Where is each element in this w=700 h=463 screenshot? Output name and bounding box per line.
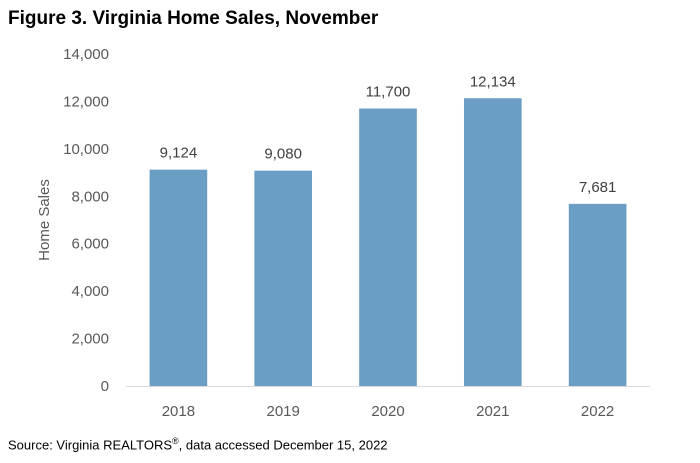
x-tick-label: 2021 bbox=[476, 403, 509, 420]
y-tick-labels: 0 2,000 4,000 6,000 8,000 10,000 12,000 14,000 bbox=[63, 46, 109, 395]
x-tick-label: 2022 bbox=[581, 403, 614, 420]
data-label: 7,681 bbox=[579, 179, 617, 196]
x-tick-label: 2018 bbox=[162, 403, 195, 420]
data-label: 11,700 bbox=[366, 84, 411, 101]
y-tick-label: 12,000 bbox=[63, 93, 109, 110]
data-label: 9,124 bbox=[160, 145, 198, 162]
source-suffix: , data accessed December 15, 2022 bbox=[178, 437, 388, 453]
figure-title: Figure 3. Virginia Home Sales, November bbox=[8, 8, 379, 29]
bar bbox=[359, 108, 417, 387]
bar bbox=[254, 170, 313, 386]
bars bbox=[149, 98, 627, 387]
y-tick-label: 14,000 bbox=[63, 46, 109, 63]
x-tick-label: 2020 bbox=[371, 403, 404, 420]
data-label: 12,134 bbox=[470, 73, 516, 90]
y-tick-label: 10,000 bbox=[63, 141, 109, 158]
source-prefix: Source: Virginia REALTORS bbox=[8, 437, 173, 453]
bar-chart: Home Sales 0 2,000 4,000 6,000 8,000 10,000 12… bbox=[36, 46, 650, 420]
registered-mark: ® bbox=[172, 436, 179, 446]
data-label: 9,080 bbox=[264, 146, 302, 163]
data-labels: 9,124 9,080 11,700 12,134 7,681 bbox=[160, 73, 617, 196]
y-axis-title-group: Home Sales bbox=[36, 179, 53, 261]
source-note: Source: Virginia REALTORS®, data accesse… bbox=[8, 436, 388, 452]
y-tick-label: 0 bbox=[101, 378, 109, 395]
bar bbox=[463, 98, 522, 386]
bar bbox=[568, 203, 627, 386]
x-tick-labels: 2018 2019 2020 2021 2022 bbox=[162, 403, 615, 420]
y-tick-label: 4,000 bbox=[71, 283, 109, 300]
bar bbox=[149, 169, 208, 386]
x-tick-label: 2019 bbox=[267, 403, 300, 420]
y-tick-label: 2,000 bbox=[71, 331, 109, 348]
y-axis-title: Home Sales bbox=[36, 179, 53, 261]
y-tick-label: 8,000 bbox=[71, 188, 109, 205]
y-tick-label: 6,000 bbox=[71, 236, 109, 253]
